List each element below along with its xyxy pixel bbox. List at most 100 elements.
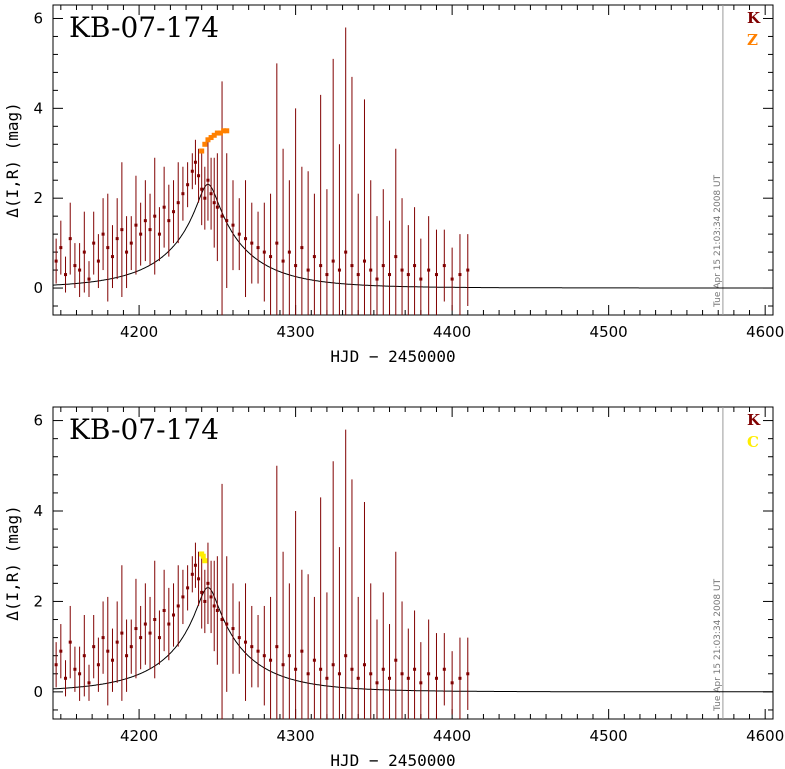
y-tick-label: 2 [33, 592, 43, 610]
data-point [300, 649, 304, 653]
data-point [115, 640, 119, 644]
data-point [319, 264, 323, 268]
data-point [209, 595, 213, 599]
series-C [199, 551, 208, 564]
data-point [225, 219, 229, 223]
data-point [400, 268, 404, 272]
legend-entry-C: C [747, 433, 759, 451]
data-point [466, 268, 470, 272]
data-point [101, 636, 105, 640]
data-point [143, 219, 147, 223]
data-point [215, 608, 219, 612]
data-point [106, 649, 110, 653]
data-point [78, 268, 82, 272]
data-point [115, 237, 119, 241]
data-point [73, 667, 77, 671]
data-point [287, 250, 291, 254]
data-point [419, 681, 423, 685]
data-point [262, 250, 266, 254]
data-point [106, 246, 110, 250]
data-point [427, 268, 431, 272]
data-point [64, 676, 68, 680]
data-point [181, 192, 185, 196]
data-point [78, 672, 82, 676]
x-tick-label: 4600 [746, 323, 784, 341]
data-point [139, 636, 143, 640]
data-point [237, 232, 241, 236]
data-point [54, 663, 58, 667]
data-point [214, 130, 220, 136]
x-tick-label: 4300 [277, 323, 315, 341]
data-point [231, 223, 235, 227]
data-point [362, 663, 366, 667]
data-point [331, 663, 335, 667]
data-point [125, 654, 129, 658]
x-tick-label: 4200 [120, 323, 158, 341]
data-point [120, 631, 124, 635]
series-Z [199, 128, 230, 154]
y-tick-label: 4 [33, 502, 43, 520]
y-tick-label: 6 [33, 9, 43, 27]
data-point [172, 613, 176, 617]
data-point [200, 590, 204, 594]
data-point [120, 228, 124, 232]
data-point [212, 604, 216, 608]
data-point [294, 667, 298, 671]
data-point [176, 604, 180, 608]
legend-entry-Z: Z [747, 31, 758, 49]
data-point [202, 141, 208, 147]
data-point [419, 277, 423, 281]
data-point [134, 627, 138, 631]
data-point [356, 273, 360, 277]
data-point [337, 672, 341, 676]
data-point [197, 577, 201, 581]
panel-2: 4200 4300 4400 4500 4600 0 2 4 6 HJD − 2450000 Δ(I… [3, 406, 784, 769]
data-point [413, 264, 417, 268]
data-point [96, 663, 100, 667]
data-point [281, 663, 285, 667]
data-point [110, 658, 114, 662]
data-point [450, 277, 454, 281]
data-point [337, 268, 341, 272]
data-point [200, 187, 204, 191]
data-point [450, 681, 454, 685]
data-point [394, 255, 398, 259]
data-point [250, 241, 254, 245]
data-point [129, 241, 133, 245]
data-point [344, 654, 348, 658]
data-point [92, 241, 96, 245]
data-point [350, 667, 354, 671]
data-point [206, 581, 210, 585]
data-point [388, 273, 392, 277]
plot-frame [52, 4, 774, 316]
data-point [300, 246, 304, 250]
data-point [375, 681, 379, 685]
data-point [381, 667, 385, 671]
y-tick-label: 6 [33, 412, 43, 430]
data-point [344, 250, 348, 254]
data-point [217, 130, 223, 136]
data-point [68, 640, 72, 644]
chart-title: KB-07-174 [69, 11, 219, 44]
data-point [82, 250, 86, 254]
y-tick-label: 0 [33, 279, 43, 297]
series-K [54, 27, 470, 315]
data-point [162, 608, 166, 612]
data-point [325, 676, 329, 680]
legend-entry-K: K [747, 9, 761, 27]
data-point [225, 622, 229, 626]
data-point [206, 178, 210, 182]
data-point [269, 658, 273, 662]
y-tick-label: 4 [33, 99, 43, 117]
data-point [220, 214, 224, 218]
x-axis-label: HJD − 2450000 [330, 347, 455, 366]
data-point [208, 135, 214, 141]
x-tick-label: 4500 [590, 727, 628, 745]
data-point [413, 667, 417, 671]
data-point [73, 264, 77, 268]
data-point [250, 645, 254, 649]
data-point [294, 264, 298, 268]
x-tick-label: 4400 [433, 727, 471, 745]
data-point [458, 273, 462, 277]
